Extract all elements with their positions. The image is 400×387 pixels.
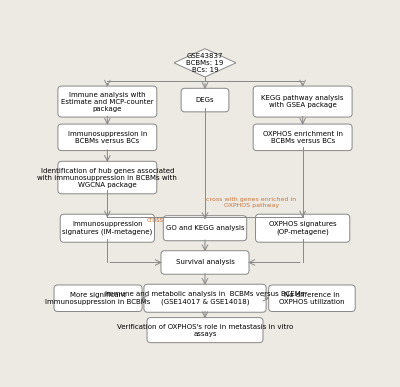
FancyBboxPatch shape <box>58 86 157 117</box>
Text: Survival analysis: Survival analysis <box>176 259 234 265</box>
FancyBboxPatch shape <box>253 124 352 151</box>
Polygon shape <box>174 49 236 77</box>
Text: OXPHOS enrichment in
BCBMs versus BCs: OXPHOS enrichment in BCBMs versus BCs <box>263 131 343 144</box>
FancyBboxPatch shape <box>60 214 154 242</box>
Text: Immune and metabolic analysis in  BCBMs versus BCEMs
(GSE14017 & GSE14018): Immune and metabolic analysis in BCBMs v… <box>105 291 305 305</box>
Text: More significant
Immunosuppression in BCBMs: More significant Immunosuppression in BC… <box>45 292 151 305</box>
FancyBboxPatch shape <box>269 285 355 312</box>
FancyBboxPatch shape <box>163 216 247 241</box>
Text: GO and KEGG analysis: GO and KEGG analysis <box>166 225 244 231</box>
Text: KEGG pathway analysis
with GSEA package: KEGG pathway analysis with GSEA package <box>262 95 344 108</box>
FancyBboxPatch shape <box>253 86 352 117</box>
Text: Verification of OXPHOS's role in metastasis in vitro
assays: Verification of OXPHOS's role in metasta… <box>117 324 293 337</box>
FancyBboxPatch shape <box>144 284 266 312</box>
Text: Immunosuppression
signatures (IM-metagene): Immunosuppression signatures (IM-metagen… <box>62 221 152 235</box>
Text: No difference in
OXPHOS utilization: No difference in OXPHOS utilization <box>279 292 345 305</box>
Text: Immune analysis with
Estimate and MCP-counter
package: Immune analysis with Estimate and MCP-co… <box>61 92 154 111</box>
Text: OXPHOS signatures
(OP-metagene): OXPHOS signatures (OP-metagene) <box>269 221 336 235</box>
FancyBboxPatch shape <box>161 251 249 274</box>
Text: cross with genes enriched in
OXPHOS pathway: cross with genes enriched in OXPHOS path… <box>206 197 296 208</box>
Text: Identification of hub genes associated
with immunosuppression in BCBMs with
WGCN: Identification of hub genes associated w… <box>38 168 177 188</box>
FancyBboxPatch shape <box>147 318 263 342</box>
FancyBboxPatch shape <box>58 124 157 151</box>
Text: cross: cross <box>147 217 164 223</box>
FancyBboxPatch shape <box>58 161 157 194</box>
FancyBboxPatch shape <box>256 214 350 242</box>
FancyBboxPatch shape <box>54 285 142 312</box>
FancyBboxPatch shape <box>181 88 229 112</box>
Text: DEGs: DEGs <box>196 97 214 103</box>
Text: GSE43837
BCBMs: 19
BCs: 19: GSE43837 BCBMs: 19 BCs: 19 <box>186 53 224 73</box>
Text: Immunosuppression in
BCBMs versus BCs: Immunosuppression in BCBMs versus BCs <box>68 131 147 144</box>
